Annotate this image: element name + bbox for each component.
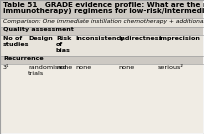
- Text: trials: trials: [28, 71, 44, 76]
- Text: Recurrence: Recurrence: [3, 57, 44, 62]
- Bar: [1, 1, 203, 18]
- Text: Table 51   GRADE evidence profile: What are the most effec: Table 51 GRADE evidence profile: What ar…: [3, 2, 204, 8]
- Text: serious²: serious²: [158, 65, 184, 70]
- Bar: [1, 64, 203, 133]
- Text: none: none: [75, 65, 91, 70]
- Text: none: none: [56, 65, 72, 70]
- Text: of: of: [56, 42, 63, 47]
- Text: Comparison: One immediate instillation chemotherapy + additional ins: Comparison: One immediate instillation c…: [3, 19, 204, 24]
- Bar: [1, 56, 203, 64]
- Text: Inconsistency: Inconsistency: [75, 36, 124, 41]
- Text: studies: studies: [3, 42, 30, 47]
- Text: Imprecision: Imprecision: [158, 36, 200, 41]
- Bar: [1, 35, 203, 56]
- Text: randomised: randomised: [28, 65, 67, 70]
- Bar: [1, 18, 203, 27]
- Text: No of: No of: [3, 36, 22, 41]
- Text: Design: Design: [28, 36, 53, 41]
- Text: bias: bias: [56, 48, 71, 53]
- Text: immunotherapy) regimens for low-risk/intermediate and hig: immunotherapy) regimens for low-risk/int…: [3, 8, 204, 14]
- Text: Quality assessment: Quality assessment: [3, 27, 74, 33]
- Text: Indirectness: Indirectness: [118, 36, 162, 41]
- Bar: [1, 27, 203, 35]
- Text: 3¹: 3¹: [3, 65, 10, 70]
- Text: none: none: [118, 65, 134, 70]
- Text: Risk: Risk: [56, 36, 71, 41]
